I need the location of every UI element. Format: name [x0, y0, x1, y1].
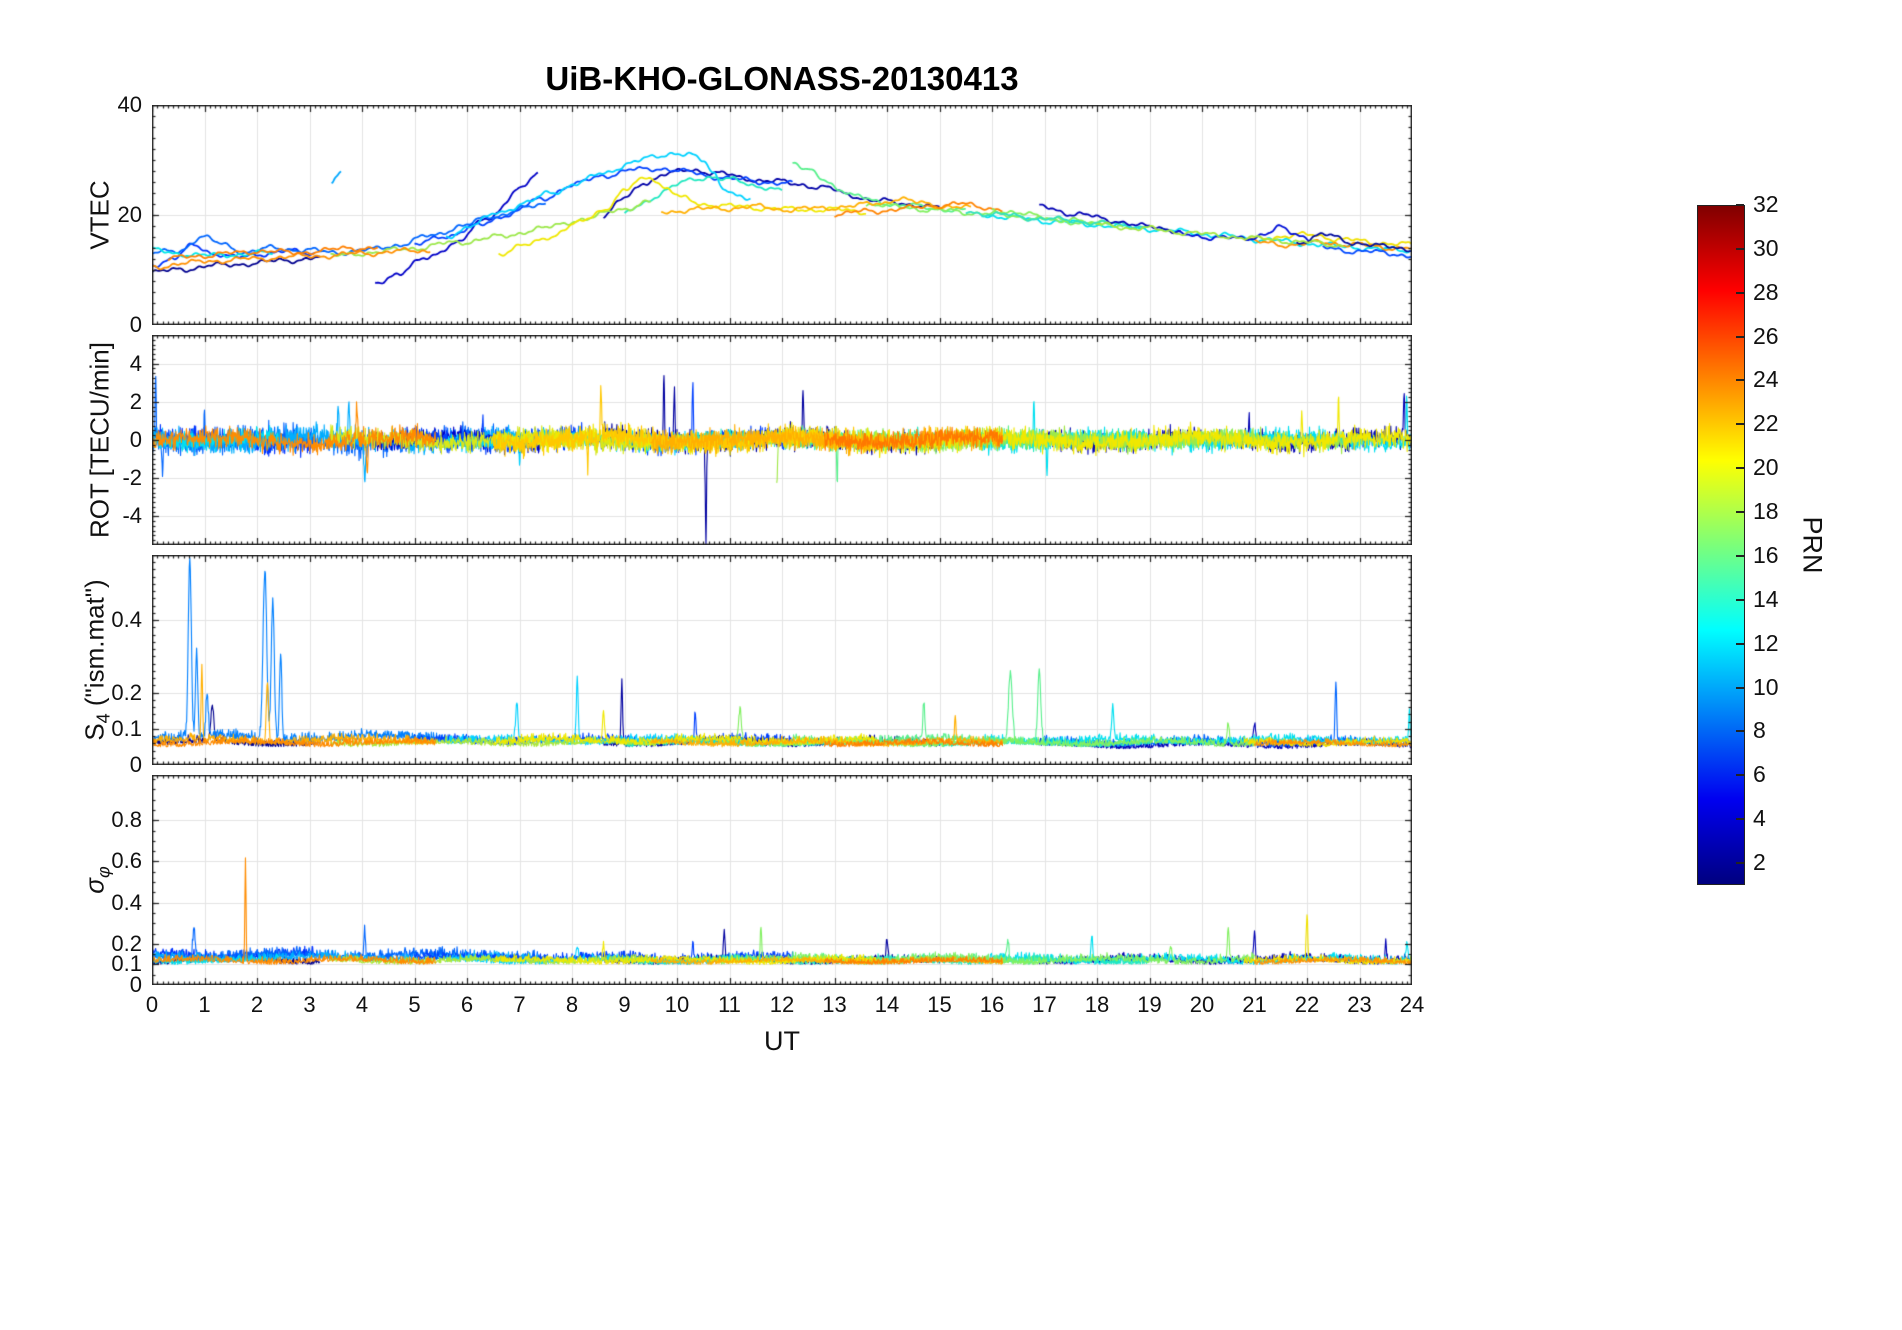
x-tick-label: 4 — [355, 992, 369, 1017]
x-tick-label: 16 — [979, 992, 1005, 1017]
x-tick-label: 20 — [1189, 992, 1215, 1017]
vtec-panel-canvas — [152, 105, 1412, 325]
colorbar-tick-label: 2 — [1753, 849, 1766, 876]
colorbar-tick-mark — [1736, 686, 1744, 689]
colorbar-tick-label: 30 — [1753, 234, 1779, 261]
x-tick-label: 22 — [1294, 992, 1320, 1017]
colorbar-tick-label: 32 — [1753, 191, 1779, 217]
colorbar-tick-label: 20 — [1753, 454, 1779, 481]
colorbar-tick-mark — [1736, 774, 1744, 777]
x-tick-label: 9 — [618, 992, 631, 1017]
colorbar-tick-label: 8 — [1753, 717, 1766, 744]
colorbar-tick-label: 12 — [1753, 629, 1779, 656]
x-tick-label: 1 — [198, 992, 211, 1017]
colorbar-tick-label: 6 — [1753, 761, 1766, 788]
s4-panel-canvas — [152, 555, 1412, 765]
x-tick-label: 19 — [1137, 992, 1162, 1017]
y-tick-label: 0 — [129, 312, 142, 337]
x-tick-label: 18 — [1084, 992, 1110, 1017]
colorbar-tick-label: 14 — [1753, 585, 1779, 612]
x-tick-label: 2 — [250, 992, 264, 1017]
x-tick-label: 12 — [769, 992, 795, 1017]
x-tick-label: 11 — [718, 992, 741, 1017]
x-tick-label: 24 — [1399, 992, 1425, 1017]
colorbar-tick-label: 22 — [1753, 410, 1779, 437]
colorbar-tick-mark — [1736, 423, 1744, 426]
colorbar-tick-mark — [1736, 598, 1744, 601]
x-axis-label: UT — [764, 1026, 800, 1056]
y-tick-label: 0.1 — [111, 951, 142, 977]
colorbar-tick-mark — [1736, 379, 1744, 382]
colorbar — [1697, 205, 1745, 885]
colorbar-tick-mark — [1736, 204, 1744, 206]
x-tick-label: 23 — [1347, 992, 1372, 1017]
y-tick-label: 0.4 — [111, 607, 142, 633]
x-tick-label: 3 — [303, 992, 316, 1017]
colorbar-label: PRN — [1797, 516, 1828, 574]
colorbar-tick-mark — [1736, 642, 1744, 645]
x-tick-label: 14 — [874, 992, 900, 1017]
colorbar-tick-label: 24 — [1753, 366, 1779, 393]
rot-panel-canvas — [152, 335, 1412, 545]
x-tick-label: 10 — [664, 992, 690, 1017]
colorbar-tick-mark — [1736, 554, 1744, 557]
x-tick-label: 8 — [565, 992, 579, 1017]
y-tick-label: 0.2 — [111, 679, 142, 705]
x-tick-label: 0 — [145, 992, 159, 1017]
y-tick-label: 0 — [129, 752, 142, 777]
colorbar-tick-label: 18 — [1753, 498, 1779, 525]
colorbar-tick-label: 26 — [1753, 322, 1779, 349]
x-tick-label: 5 — [408, 992, 421, 1017]
y-tick-label: 4 — [129, 350, 142, 376]
y-tick-label: -2 — [122, 465, 142, 491]
y-tick-label: 0.1 — [111, 715, 142, 741]
x-tick-label: 21 — [1242, 992, 1267, 1017]
colorbar-tick-mark — [1736, 335, 1744, 338]
y-tick-label: 40 — [117, 92, 142, 117]
y-tick-label: 0.6 — [111, 848, 142, 874]
chart-title: UiB-KHO-GLONASS-20130413 — [545, 60, 1019, 97]
colorbar-tick-label: 10 — [1753, 673, 1779, 700]
y-tick-label: 0.8 — [111, 807, 142, 833]
colorbar-tick-mark — [1736, 467, 1744, 470]
colorbar-tick-mark — [1736, 730, 1744, 733]
colorbar-tick-label: 4 — [1753, 805, 1766, 832]
colorbar-tick-mark — [1736, 862, 1744, 865]
x-tick-label: 7 — [513, 992, 526, 1017]
x-tick-label: 13 — [822, 992, 847, 1017]
colorbar-tick-label: 16 — [1753, 541, 1779, 568]
colorbar-tick-mark — [1736, 818, 1744, 821]
colorbar-tick-mark — [1736, 247, 1744, 250]
x-tick-label: 15 — [927, 992, 952, 1017]
y-tick-label: 0 — [129, 972, 142, 997]
y-tick-label: -4 — [122, 503, 142, 529]
y-tick-label: 0 — [129, 427, 142, 452]
y-tick-label: 0.2 — [111, 930, 142, 956]
y-tick-label: 2 — [129, 388, 142, 414]
x-tick-label: 6 — [460, 992, 474, 1017]
x-tick-label: 17 — [1032, 992, 1057, 1017]
sigma-phi-panel-canvas — [152, 775, 1412, 985]
y-tick-label: 20 — [117, 202, 142, 227]
colorbar-tick-label: 28 — [1753, 278, 1779, 305]
y-tick-label: 0.4 — [111, 889, 142, 915]
colorbar-tick-mark — [1736, 291, 1744, 294]
colorbar-tick-mark — [1736, 511, 1744, 514]
